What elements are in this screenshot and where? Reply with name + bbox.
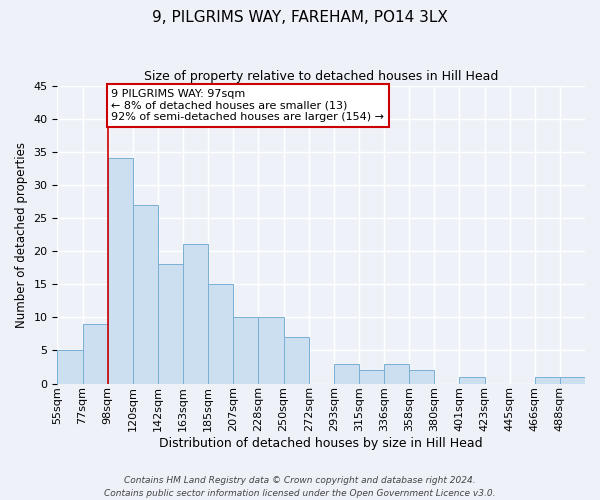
Bar	[359, 370, 384, 384]
Bar	[183, 244, 208, 384]
Bar	[158, 264, 183, 384]
Bar	[334, 364, 359, 384]
Bar	[208, 284, 233, 384]
Text: 9 PILGRIMS WAY: 97sqm
← 8% of detached houses are smaller (13)
92% of semi-detac: 9 PILGRIMS WAY: 97sqm ← 8% of detached h…	[112, 89, 385, 122]
Title: Size of property relative to detached houses in Hill Head: Size of property relative to detached ho…	[144, 70, 499, 83]
Bar	[284, 337, 308, 384]
Bar	[233, 318, 259, 384]
Bar	[83, 324, 107, 384]
X-axis label: Distribution of detached houses by size in Hill Head: Distribution of detached houses by size …	[160, 437, 483, 450]
Bar	[409, 370, 434, 384]
Bar	[535, 377, 560, 384]
Bar	[560, 377, 585, 384]
Bar	[259, 318, 284, 384]
Text: Contains HM Land Registry data © Crown copyright and database right 2024.
Contai: Contains HM Land Registry data © Crown c…	[104, 476, 496, 498]
Bar	[460, 377, 485, 384]
Bar	[384, 364, 409, 384]
Bar	[107, 158, 133, 384]
Bar	[133, 205, 158, 384]
Bar	[58, 350, 83, 384]
Text: 9, PILGRIMS WAY, FAREHAM, PO14 3LX: 9, PILGRIMS WAY, FAREHAM, PO14 3LX	[152, 10, 448, 25]
Y-axis label: Number of detached properties: Number of detached properties	[15, 142, 28, 328]
